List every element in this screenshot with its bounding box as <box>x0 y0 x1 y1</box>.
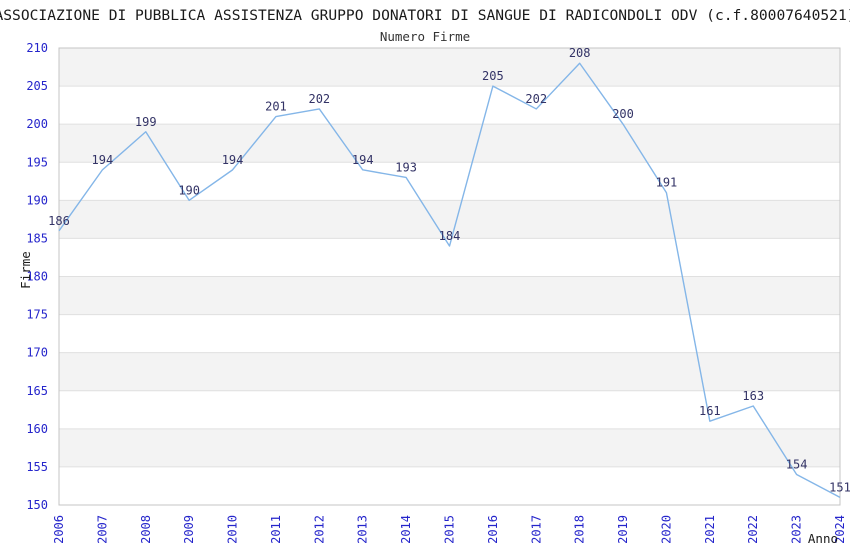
y-tick-label: 195 <box>26 155 48 169</box>
y-tick-label: 155 <box>26 460 48 474</box>
plot-border <box>58 47 841 506</box>
y-tick-label: 180 <box>26 270 48 284</box>
y-tick-label: 185 <box>26 231 48 245</box>
data-point-label: 200 <box>612 107 634 121</box>
x-tick-label: 2023 <box>790 515 804 544</box>
grid-band <box>59 48 840 87</box>
data-point-label: 194 <box>352 153 374 167</box>
x-tick-label: 2018 <box>573 515 587 544</box>
x-tick-label: 2007 <box>95 515 109 544</box>
x-tick-label: 2016 <box>486 515 500 544</box>
x-tick-label: 2010 <box>226 515 240 544</box>
chart-title: ASSOCIAZIONE DI PUBBLICA ASSISTENZA GRUP… <box>0 7 850 24</box>
series-line <box>58 62 841 499</box>
data-point-label: 193 <box>395 160 417 174</box>
x-tick-label: 2009 <box>182 515 196 544</box>
grid-band <box>59 200 840 239</box>
x-tick-label: 2020 <box>659 515 673 544</box>
data-point-label: 184 <box>439 229 461 243</box>
y-tick-label: 200 <box>26 117 48 131</box>
data-point-label: 186 <box>48 214 70 228</box>
x-tick-label: 2017 <box>529 515 543 544</box>
data-point-label: 151 <box>829 480 850 494</box>
x-tick-label: 2013 <box>356 515 370 544</box>
x-tick-label: 2011 <box>269 515 283 544</box>
x-tick-label: 2024 <box>833 515 847 544</box>
data-point-label: 202 <box>308 92 330 106</box>
x-tick-label: 2012 <box>312 515 326 544</box>
y-tick-label: 160 <box>26 422 48 436</box>
x-tick-label: 2022 <box>746 515 760 544</box>
data-point-label: 205 <box>482 69 504 83</box>
y-tick-label: 205 <box>26 79 48 93</box>
grid-band <box>59 428 840 467</box>
data-point-label: 190 <box>178 183 200 197</box>
data-point-label: 194 <box>222 153 244 167</box>
data-point-label: 202 <box>525 92 547 106</box>
y-tick-label: 170 <box>26 346 48 360</box>
y-axis-title: Firme <box>18 251 33 289</box>
chart-subtitle: Numero Firme <box>379 29 471 44</box>
x-tick-label: 2014 <box>399 515 413 544</box>
y-tick-label: 210 <box>26 41 48 55</box>
y-tick-label: 190 <box>26 193 48 207</box>
x-tick-label: 2021 <box>703 515 717 544</box>
grid-band <box>59 276 840 315</box>
y-tick-label: 150 <box>26 498 48 512</box>
y-tick-label: 165 <box>26 384 48 398</box>
x-tick-label: 2015 <box>443 515 457 544</box>
data-point-label: 163 <box>742 389 764 403</box>
grid-band <box>59 352 840 391</box>
data-point-label: 201 <box>265 100 287 114</box>
data-point-label: 208 <box>569 46 591 60</box>
x-axis-title: Anno <box>808 531 838 546</box>
x-tick-label: 2006 <box>52 515 66 544</box>
grid-band <box>59 124 840 163</box>
data-point-label: 161 <box>699 404 721 418</box>
data-point-label: 199 <box>135 115 157 129</box>
y-tick-label: 175 <box>26 308 48 322</box>
x-tick-label: 2019 <box>616 515 630 544</box>
data-point-label: 154 <box>786 458 808 472</box>
data-point-label: 191 <box>656 176 678 190</box>
data-point-label: 194 <box>92 153 114 167</box>
x-tick-label: 2008 <box>139 515 153 544</box>
